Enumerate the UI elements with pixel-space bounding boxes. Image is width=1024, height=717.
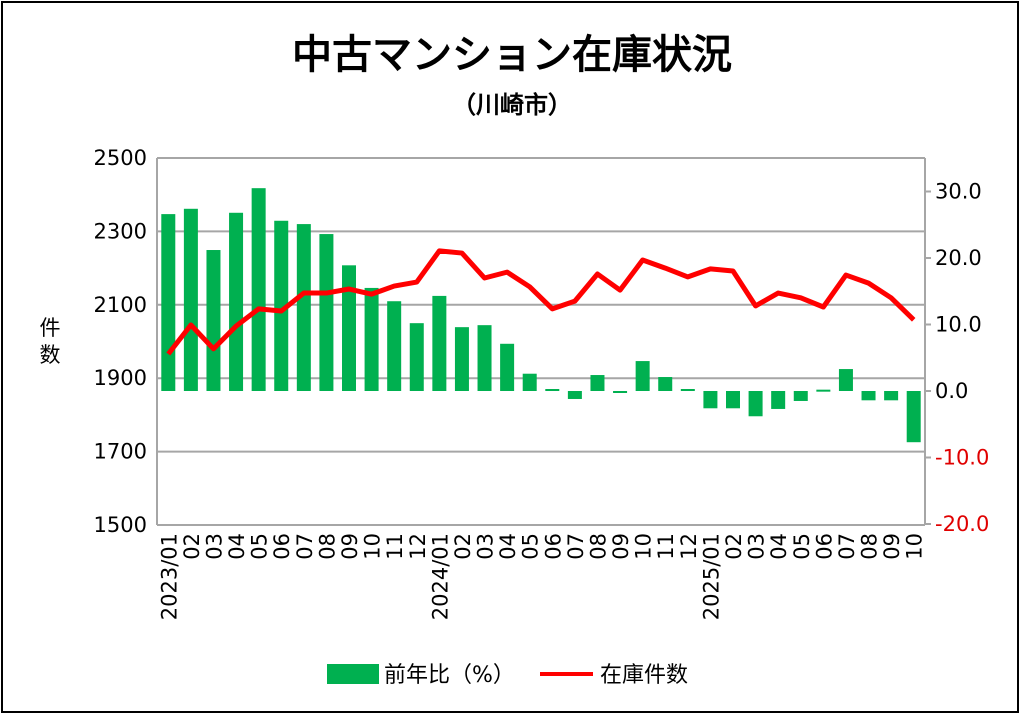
legend: 前年比（%） 在庫件数 [327,663,688,688]
x-tick-label: 04 [225,533,249,560]
x-tick-label: 02 [180,533,204,560]
x-tick-label: 06 [541,533,565,560]
chart-title: 中古マンション在庫状況 [292,32,732,78]
x-tick-label: 09 [880,533,904,560]
bar [522,373,537,391]
x-tick-label: 03 [202,533,226,560]
bar [793,391,808,401]
x-tick-label: 04 [496,533,520,560]
bar [364,287,379,391]
y-tick-left: 2100 [94,293,147,317]
bar [387,301,402,391]
x-tick-label: 03 [745,533,769,560]
x-tick-label: 06 [812,533,836,560]
bar [748,391,763,417]
bar [861,391,876,401]
y-tick-right: 0.0 [935,379,968,403]
bar [183,208,198,391]
x-tick-label: 07 [564,533,588,560]
x-tick-label: 08 [315,533,339,560]
y-tick-left: 1700 [94,440,147,464]
x-tick-label: 06 [270,533,294,560]
x-tick-label: 07 [835,533,859,560]
y-tick-right: -10.0 [935,446,989,470]
bar [726,391,740,409]
x-tick-label: 02 [451,533,475,560]
bar [274,220,289,391]
bar [838,369,853,391]
y-axis-label-left-2: 数 [40,343,61,367]
x-tick-label: 08 [586,533,610,560]
legend-line-label: 在庫件数 [600,663,688,688]
x-tick-label: 2025/01 [699,533,723,620]
y-tick-left: 1500 [94,513,147,537]
y-tick-left: 2500 [94,146,147,170]
bar [229,212,244,391]
x-tick-label: 10 [903,533,927,560]
x-tick-label: 10 [632,533,656,560]
bar [251,188,266,391]
x-tick-label: 09 [609,533,633,560]
y-tick-left: 1900 [94,366,147,390]
x-tick-label: 2023/01 [157,533,181,620]
bar [884,391,899,401]
bar [613,391,628,393]
bar [703,391,718,409]
legend-bar-swatch [327,664,379,684]
x-tick-label: 05 [790,533,814,560]
y-tick-left: 2300 [94,219,147,243]
bar [432,295,447,391]
x-tick-label: 12 [677,533,701,560]
bar [545,389,560,392]
legend-bar-label: 前年比（%） [384,663,515,688]
bar [500,343,515,391]
y-tick-right: 30.0 [935,180,982,204]
x-tick-label: 11 [383,533,407,560]
y-tick-right: 10.0 [935,313,982,337]
x-tick-label: 10 [361,533,385,560]
x-tick-label: 11 [654,533,678,560]
bar [477,325,492,391]
bar [816,389,831,392]
chart-subtitle: （川崎市） [452,91,572,119]
y-tick-right: -20.0 [935,512,989,536]
bar [590,375,605,391]
x-tick-label: 05 [248,533,272,560]
x-tick-label: 07 [293,533,317,560]
x-tick-label: 12 [406,533,430,560]
inventory-line [166,248,916,356]
bar [906,391,921,443]
bar [296,224,311,391]
bar [635,361,650,391]
bar [206,250,221,391]
y-tick-right: 20.0 [935,246,982,270]
bar [342,265,356,391]
x-tick-label: 04 [767,533,791,560]
bar [567,391,582,399]
bar [161,214,176,391]
bar [319,234,334,391]
y-axis-label-left-1: 件 [40,316,61,340]
x-tick-label: 08 [858,533,882,560]
bar [680,389,695,392]
bar [409,323,424,391]
x-tick-label: 2024/01 [428,533,452,620]
bar [454,327,469,391]
x-tick-label: 02 [722,533,746,560]
x-tick-label: 05 [519,533,543,560]
x-tick-label: 09 [338,533,362,560]
x-tick-label: 03 [474,533,498,560]
bar [658,377,673,391]
bar [771,391,786,409]
